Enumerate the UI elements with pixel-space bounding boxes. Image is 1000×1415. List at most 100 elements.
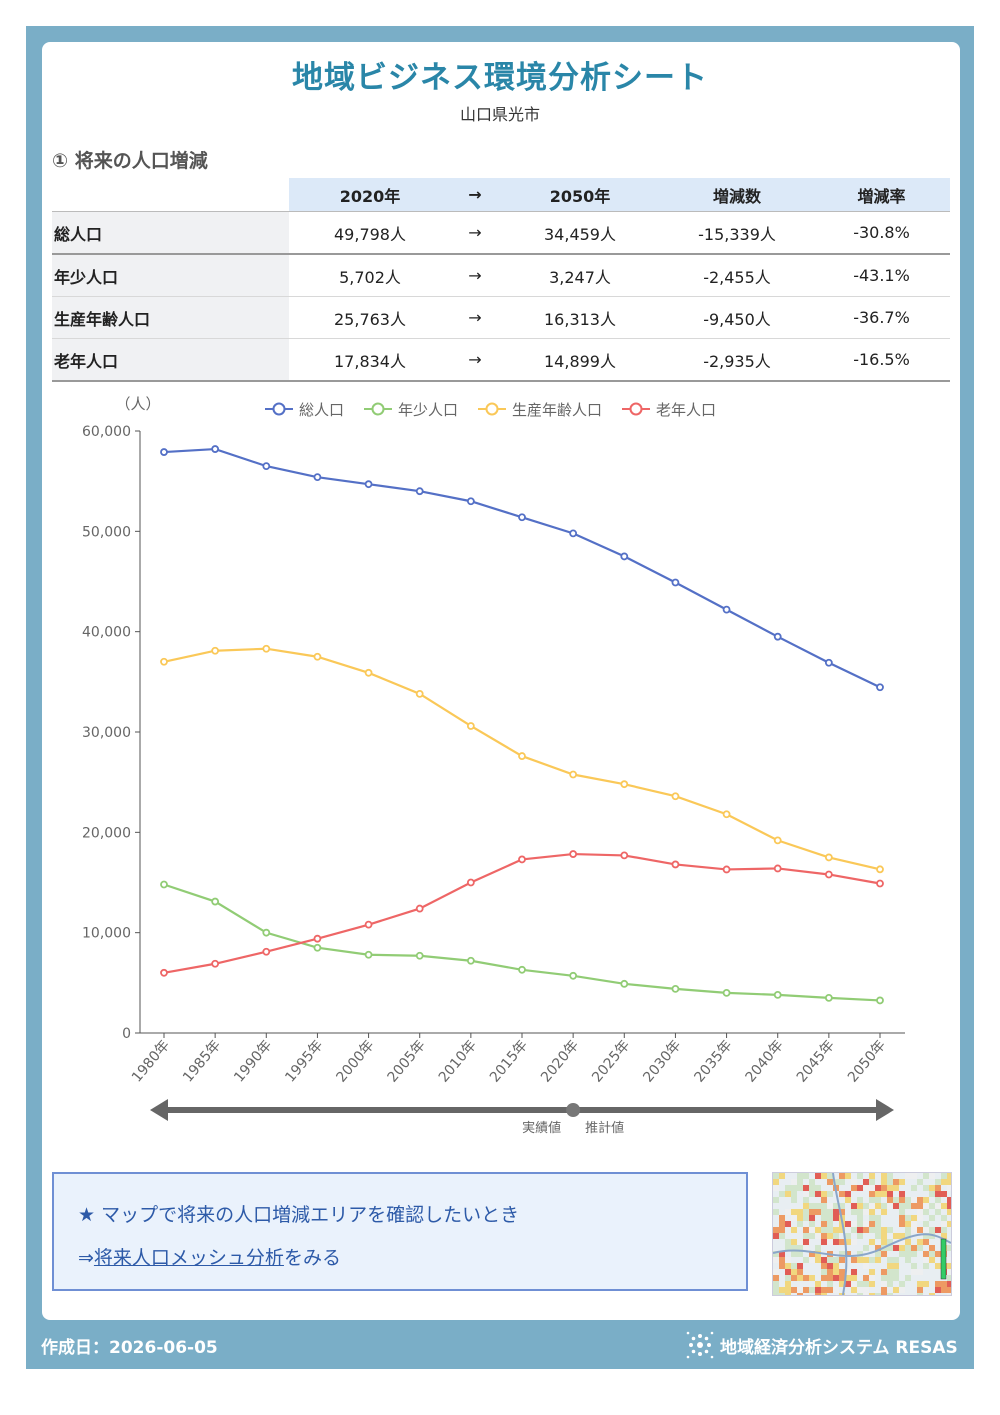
map-mesh-cell [797, 1197, 803, 1203]
map-mesh-cell [797, 1245, 803, 1251]
map-mesh-cell [827, 1245, 833, 1251]
map-mesh-cell [791, 1209, 797, 1215]
map-mesh-cell [803, 1185, 809, 1191]
map-mesh-cell [899, 1215, 905, 1221]
map-mesh-cell [779, 1215, 785, 1221]
map-mesh-cell [941, 1209, 947, 1215]
map-mesh-cell [887, 1191, 893, 1197]
map-mesh-cell [923, 1233, 929, 1239]
map-mesh-cell [845, 1269, 851, 1275]
map-mesh-cell [875, 1293, 881, 1295]
map-mesh-cell [821, 1287, 827, 1293]
map-mesh-cell [839, 1257, 845, 1263]
table-row: 総人口 49,798人 → 34,459人 -15,339人 -30.8% [52, 211, 950, 255]
map-mesh-cell [887, 1173, 893, 1179]
map-mesh-cell [779, 1185, 785, 1191]
map-mesh-cell [869, 1179, 875, 1185]
map-mesh-cell [773, 1281, 779, 1287]
map-mesh-cell [875, 1197, 881, 1203]
map-mesh-cell [905, 1227, 911, 1233]
map-mesh-cell [857, 1269, 863, 1275]
map-mesh-cell [779, 1239, 785, 1245]
map-mesh-cell [797, 1287, 803, 1293]
data-point [876, 865, 884, 874]
map-mesh-cell [857, 1215, 863, 1221]
map-mesh-cell [929, 1215, 935, 1221]
data-point [262, 644, 271, 653]
map-mesh-cell [875, 1239, 881, 1245]
map-mesh-cell [875, 1287, 881, 1293]
map-mesh-cell [893, 1263, 899, 1269]
map-mesh-cell [899, 1209, 905, 1215]
map-mesh-cell [851, 1239, 857, 1245]
map-thumbnail[interactable] [772, 1172, 952, 1296]
map-mesh-cell [779, 1221, 785, 1227]
map-mesh-cell [773, 1203, 779, 1209]
map-mesh-cell [869, 1191, 875, 1197]
map-mesh-cell [791, 1263, 797, 1269]
data-point [773, 632, 782, 641]
map-mesh-cell [875, 1215, 881, 1221]
x-tick-label: 2005年 [385, 1037, 429, 1085]
map-mesh-cell [899, 1227, 905, 1233]
map-mesh-cell [947, 1269, 951, 1275]
data-point [722, 865, 731, 874]
map-mesh-cell [845, 1173, 851, 1179]
map-mesh-cell [779, 1203, 785, 1209]
map-mesh-cell [803, 1221, 809, 1227]
map-mesh-cell [827, 1257, 833, 1263]
map-mesh-cell [785, 1281, 791, 1287]
data-point [518, 752, 526, 760]
map-mesh-cell [887, 1263, 893, 1269]
map-mesh-cell [797, 1239, 803, 1245]
map-mesh-cell [785, 1251, 791, 1257]
map-mesh-cell [905, 1179, 911, 1185]
map-mesh-cell [773, 1245, 779, 1251]
map-mesh-cell [773, 1257, 779, 1263]
page-title: 地域ビジネス環境分析シート [292, 60, 708, 96]
mesh-analysis-link[interactable]: 将来人口メッシュ分析 [93, 1247, 284, 1269]
cell-diff: -2,455人 [661, 254, 813, 297]
map-mesh-cell [851, 1275, 857, 1281]
map-mesh-cell [881, 1173, 887, 1179]
data-point [722, 605, 731, 614]
map-mesh-cell [851, 1227, 857, 1233]
map-mesh-cell [917, 1257, 923, 1263]
map-mesh-cell [839, 1209, 845, 1215]
y-tick-label: 20,000 [82, 825, 131, 841]
map-mesh-cell [875, 1257, 881, 1263]
map-mesh-cell [821, 1191, 827, 1197]
map-mesh-cell [863, 1275, 869, 1281]
map-mesh-cell [827, 1215, 833, 1221]
map-mesh-cell [791, 1191, 797, 1197]
map-mesh-cell [875, 1233, 881, 1239]
cell-2020: 17,834人 [289, 338, 451, 382]
map-mesh-cell [815, 1287, 821, 1293]
map-mesh-cell [857, 1179, 863, 1185]
map-mesh-cell [809, 1269, 815, 1275]
map-mesh-cell [803, 1275, 809, 1281]
map-mesh-cell [863, 1191, 869, 1197]
map-mesh-cell [935, 1245, 941, 1251]
map-mesh-cell [881, 1227, 887, 1233]
series-line [163, 883, 881, 1002]
cell-2050: 34,459人 [499, 211, 661, 255]
map-mesh-cell [893, 1197, 899, 1203]
row-label: 総人口 [52, 211, 289, 255]
map-mesh-cell [923, 1173, 929, 1179]
section-title: ① 将来の人口増減 [52, 150, 208, 172]
map-mesh-cell [881, 1257, 887, 1263]
map-mesh-cell [845, 1233, 851, 1239]
map-mesh-cell [881, 1263, 887, 1269]
map-mesh-cell [875, 1173, 881, 1179]
map-mesh-cell [857, 1281, 863, 1287]
map-mesh-cell [815, 1191, 821, 1197]
map-mesh-cell [773, 1179, 779, 1185]
map-mesh-cell [863, 1269, 869, 1275]
map-mesh-cell [839, 1281, 845, 1287]
map-mesh-cell [827, 1287, 833, 1293]
map-mesh-cell [857, 1185, 863, 1191]
map-mesh-cell [785, 1227, 791, 1233]
map-mesh-cell [929, 1269, 935, 1275]
map-mesh-cell [833, 1197, 839, 1203]
